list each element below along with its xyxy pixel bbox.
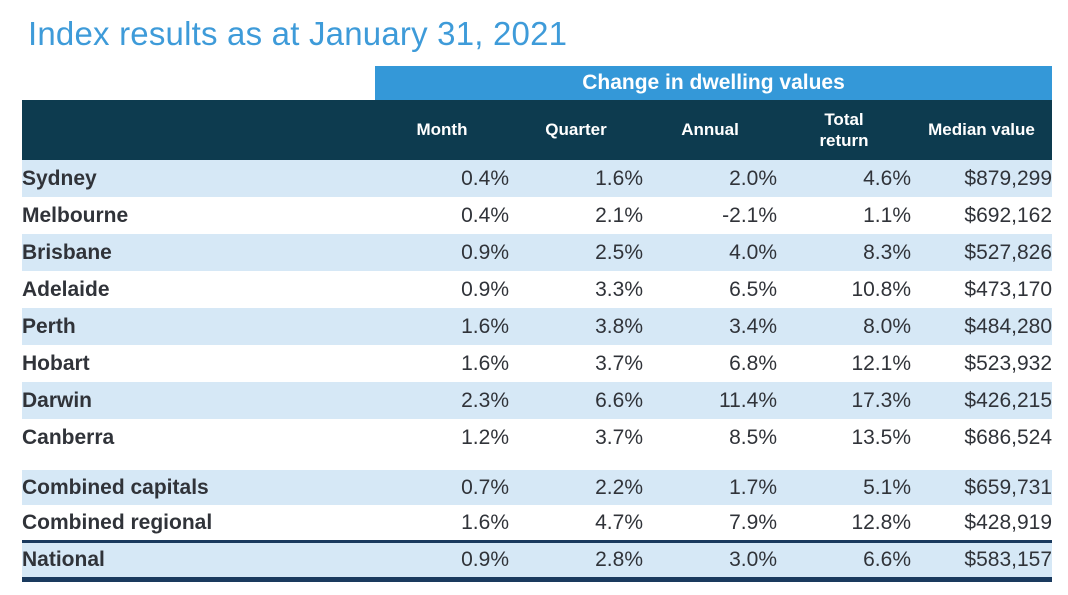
table-row: Darwin 2.3% 6.6% 11.4% 17.3% $426,215 bbox=[22, 382, 1052, 419]
median-value-cell: $523,932 bbox=[964, 351, 1052, 375]
quarter-value-cell: 6.6% bbox=[509, 382, 643, 419]
column-header-quarter: Quarter bbox=[509, 100, 643, 160]
quarter-value-cell: 3.3% bbox=[595, 277, 643, 301]
quarter-value-cell: 4.7% bbox=[595, 510, 643, 534]
table-row: Adelaide 0.9% 3.3% 6.5% 10.8% $473,170 bbox=[22, 271, 1052, 308]
table-row: Melbourne 0.4% 2.1% -2.1% 1.1% $692,162 bbox=[22, 197, 1052, 234]
median-value-cell: $583,157 bbox=[911, 540, 1052, 582]
table-row: Hobart 1.6% 3.7% 6.8% 12.1% $523,932 bbox=[22, 345, 1052, 382]
annual-value-cell: 6.5% bbox=[729, 277, 777, 301]
total-return-value-cell: 5.1% bbox=[777, 470, 911, 505]
month-value-cell: 1.6% bbox=[461, 351, 509, 375]
median-value-cell: $527,826 bbox=[911, 234, 1052, 271]
month-value-cell: 0.4% bbox=[375, 160, 509, 197]
column-header-total-return: Total return bbox=[777, 100, 911, 160]
column-header-median-value: Median value bbox=[911, 100, 1052, 160]
annual-value-cell: 11.4% bbox=[643, 382, 777, 419]
median-value-cell: $473,170 bbox=[964, 277, 1052, 301]
quarter-value-cell: 2.5% bbox=[509, 234, 643, 271]
table-row: Brisbane 0.9% 2.5% 4.0% 8.3% $527,826 bbox=[22, 234, 1052, 271]
annual-value-cell: 7.9% bbox=[729, 510, 777, 534]
table-body: Sydney 0.4% 1.6% 2.0% 4.6% $879,299 Melbourne 0… bbox=[22, 160, 1052, 582]
region-cell: Hobart bbox=[22, 351, 90, 375]
table-row: National 0.9% 2.8% 3.0% 6.6% $583,157 bbox=[22, 540, 1052, 582]
change-in-dwelling-values-banner: Change in dwelling values bbox=[375, 66, 1052, 100]
region-cell: Melbourne bbox=[22, 203, 129, 227]
total-return-value-cell: 4.6% bbox=[777, 160, 911, 197]
median-value-cell: $879,299 bbox=[911, 160, 1052, 197]
region-cell: Perth bbox=[22, 308, 375, 345]
total-return-value-cell: 1.1% bbox=[863, 203, 911, 227]
total-return-value-cell: 17.3% bbox=[777, 382, 911, 419]
month-value-cell: 1.6% bbox=[461, 510, 509, 534]
annual-value-cell: 6.8% bbox=[729, 351, 777, 375]
annual-value-cell: -2.1% bbox=[722, 203, 777, 227]
month-value-cell: 1.6% bbox=[375, 308, 509, 345]
annual-value-cell: 4.0% bbox=[643, 234, 777, 271]
table-row: Combined regional 1.6% 4.7% 7.9% 12.8% $428,9… bbox=[22, 505, 1052, 542]
month-value-cell: 2.3% bbox=[375, 382, 509, 419]
table-row: Canberra 1.2% 3.7% 8.5% 13.5% $686,524 bbox=[22, 419, 1052, 456]
quarter-value-cell: 2.2% bbox=[509, 470, 643, 505]
index-results-table: Month Quarter Annual Total return Median… bbox=[22, 100, 1052, 582]
column-header-row: Month Quarter Annual Total return Median… bbox=[22, 100, 1052, 160]
total-return-value-cell: 12.8% bbox=[851, 510, 911, 534]
region-cell: Combined regional bbox=[22, 510, 213, 534]
region-cell: National bbox=[22, 540, 375, 582]
group-spacer-cell bbox=[22, 456, 1052, 470]
total-return-value-cell: 12.1% bbox=[851, 351, 911, 375]
total-return-value-cell: 10.8% bbox=[851, 277, 911, 301]
quarter-value-cell: 1.6% bbox=[509, 160, 643, 197]
region-cell: Canberra bbox=[22, 425, 115, 449]
median-value-cell: $428,919 bbox=[964, 510, 1052, 534]
region-cell: Brisbane bbox=[22, 234, 375, 271]
month-value-cell: 0.4% bbox=[461, 203, 509, 227]
month-value-cell: 0.9% bbox=[461, 277, 509, 301]
median-value-cell: $686,524 bbox=[964, 425, 1052, 449]
group-spacer-row bbox=[22, 456, 1052, 470]
month-value-cell: 0.7% bbox=[375, 470, 509, 505]
annual-value-cell: 2.0% bbox=[643, 160, 777, 197]
region-column-header bbox=[22, 100, 375, 160]
quarter-value-cell: 2.1% bbox=[595, 203, 643, 227]
month-value-cell: 0.9% bbox=[375, 234, 509, 271]
region-cell: Darwin bbox=[22, 382, 375, 419]
region-cell: Adelaide bbox=[22, 277, 110, 301]
total-return-value-cell: 8.0% bbox=[777, 308, 911, 345]
region-cell: Combined capitals bbox=[22, 470, 375, 505]
banner-label: Change in dwelling values bbox=[582, 71, 845, 94]
month-value-cell: 0.9% bbox=[375, 540, 509, 582]
annual-value-cell: 3.0% bbox=[643, 540, 777, 582]
median-value-cell: $692,162 bbox=[964, 203, 1052, 227]
quarter-value-cell: 2.8% bbox=[509, 540, 643, 582]
month-value-cell: 1.2% bbox=[461, 425, 509, 449]
quarter-value-cell: 3.7% bbox=[595, 351, 643, 375]
annual-value-cell: 3.4% bbox=[643, 308, 777, 345]
table-row: Combined capitals 0.7% 2.2% 1.7% 5.1% $659,73… bbox=[22, 470, 1052, 505]
column-header-month: Month bbox=[375, 100, 509, 160]
quarter-value-cell: 3.8% bbox=[509, 308, 643, 345]
median-value-cell: $659,731 bbox=[911, 470, 1052, 505]
table-row: Sydney 0.4% 1.6% 2.0% 4.6% $879,299 bbox=[22, 160, 1052, 197]
annual-value-cell: 8.5% bbox=[729, 425, 777, 449]
column-header-annual: Annual bbox=[643, 100, 777, 160]
annual-value-cell: 1.7% bbox=[643, 470, 777, 505]
page-title: Index results as at January 31, 2021 bbox=[28, 15, 568, 52]
table-row: Perth 1.6% 3.8% 3.4% 8.0% $484,280 bbox=[22, 308, 1052, 345]
quarter-value-cell: 3.7% bbox=[595, 425, 643, 449]
region-cell: Sydney bbox=[22, 160, 375, 197]
total-return-value-cell: 8.3% bbox=[777, 234, 911, 271]
median-value-cell: $426,215 bbox=[911, 382, 1052, 419]
total-return-value-cell: 6.6% bbox=[777, 540, 911, 582]
total-return-value-cell: 13.5% bbox=[851, 425, 911, 449]
median-value-cell: $484,280 bbox=[911, 308, 1052, 345]
